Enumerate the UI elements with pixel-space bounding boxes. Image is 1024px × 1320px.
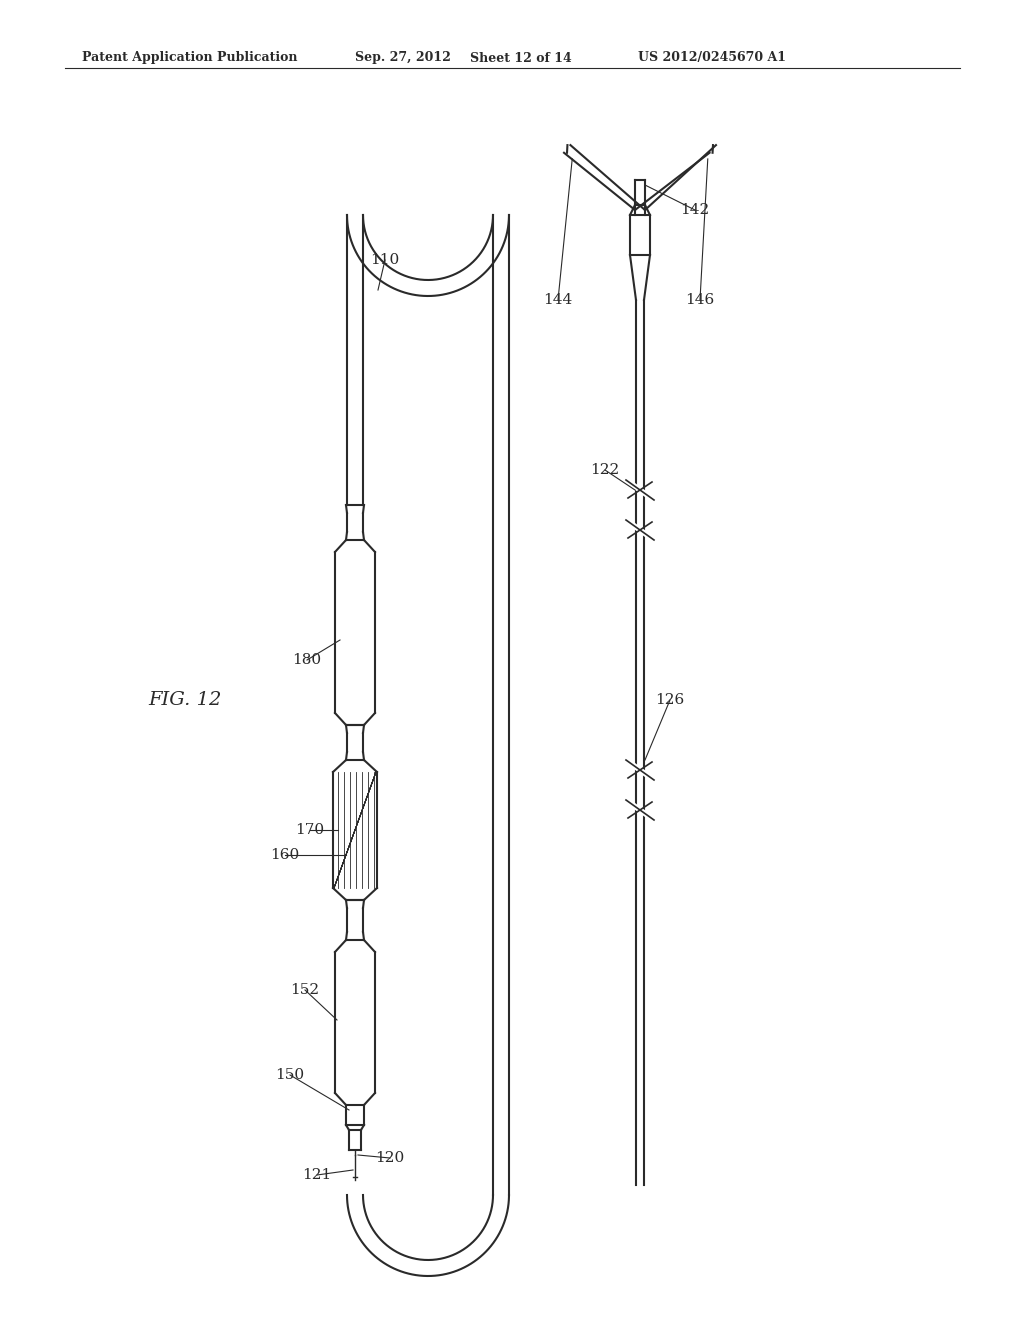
Text: 110: 110 xyxy=(371,253,399,267)
Text: FIG. 12: FIG. 12 xyxy=(148,690,221,709)
Text: US 2012/0245670 A1: US 2012/0245670 A1 xyxy=(638,51,786,65)
Text: Sheet 12 of 14: Sheet 12 of 14 xyxy=(470,51,571,65)
Text: 146: 146 xyxy=(685,293,715,308)
Text: 120: 120 xyxy=(376,1151,404,1166)
Text: 142: 142 xyxy=(680,203,710,216)
Text: 150: 150 xyxy=(275,1068,304,1082)
Text: 121: 121 xyxy=(302,1168,332,1181)
Text: 122: 122 xyxy=(591,463,620,477)
Text: 126: 126 xyxy=(655,693,685,708)
Text: 152: 152 xyxy=(291,983,319,997)
Text: 180: 180 xyxy=(293,653,322,667)
Text: 160: 160 xyxy=(270,847,300,862)
Text: Sep. 27, 2012: Sep. 27, 2012 xyxy=(355,51,451,65)
Text: Patent Application Publication: Patent Application Publication xyxy=(82,51,298,65)
Text: 144: 144 xyxy=(544,293,572,308)
Text: 170: 170 xyxy=(296,822,325,837)
